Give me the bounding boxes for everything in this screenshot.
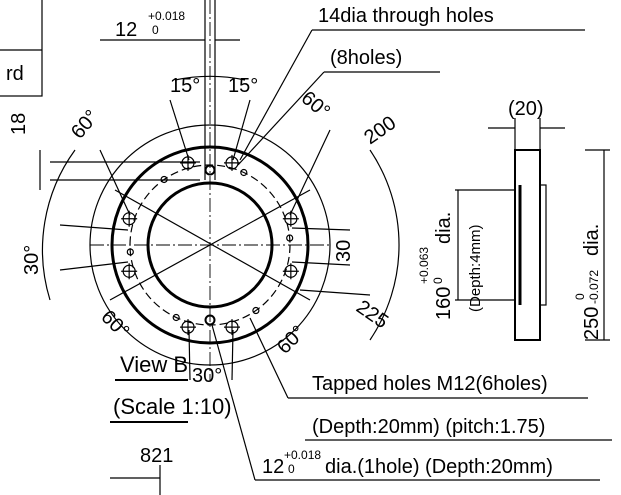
dim-label: (20) [508,98,544,120]
top-tol-upper: +0.018 [148,9,185,23]
outer-tol-lower: -0.072 [587,270,601,304]
top-dim-value: 12 [115,19,137,41]
dim-label: 225 [352,296,392,333]
dim-label: 200 [360,112,400,149]
angle-label: 60° [273,322,310,359]
angle-label: 60° [297,87,334,123]
angle-label: 15° [228,75,258,97]
callout-text: 12 [262,456,284,478]
bore-suffix: dia. [433,212,455,244]
drawing-line [60,262,128,270]
table-text: rd [6,63,24,85]
drawing-line [290,130,330,215]
view-title: View B [120,352,188,377]
outer-tol-upper: 0 [573,293,587,300]
angle-label: 30 [333,240,355,262]
callout-text: (Depth:20mm) (pitch:1.75) [312,416,545,438]
drawing: rd 12 +0.018 0 14dia through holes (8hol… [0,0,621,495]
callout-tol: +0.018 [284,448,321,462]
top-dim: 12 [115,19,137,41]
bore-tol-upper: +0.063 [417,247,431,284]
bore-dim: 160 [433,287,455,320]
callout-tol: 0 [288,462,295,476]
bore-value: 160 [433,287,455,320]
angle-label: 30° [192,365,222,387]
callout-text: (8holes) [330,47,402,69]
callout-text: dia.(1hole) (Depth:20mm) [325,456,553,478]
depth-label: (Depth:4mm) [467,224,484,312]
drawing-line [60,225,128,230]
dim-label: 18 [8,113,30,135]
angle-label: 60° [67,106,103,143]
drawing-line [300,290,370,295]
view-scale: (Scale 1:10) [113,394,232,419]
drawing-line [232,330,233,380]
drawing-shape [42,150,75,300]
angle-label: 60° [96,306,133,343]
bore-tol-lower: 0 [431,277,445,284]
length-label: 821 [140,445,173,467]
top-tol-lower: 0 [152,23,159,37]
outer-dim: 250 [581,307,603,340]
angle-label: 15° [170,75,200,97]
outer-suffix: dia. [581,224,603,256]
drawing-line [292,228,350,230]
drawing-line [250,318,288,398]
callout-text: Tapped holes M12(6holes) [312,373,548,395]
callout-text: 14dia through holes [318,5,494,27]
angle-label: 30° [21,245,43,275]
drawing-line [189,330,190,380]
